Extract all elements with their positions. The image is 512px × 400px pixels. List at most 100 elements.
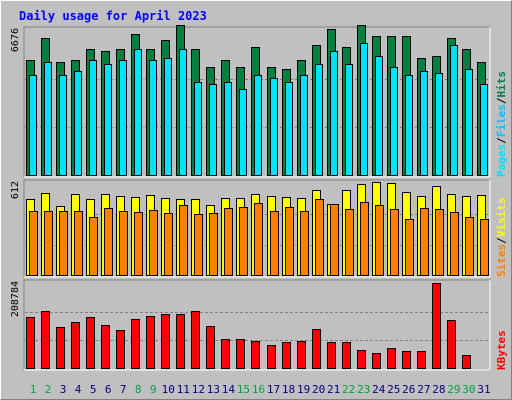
bar-sites-day-5	[89, 217, 98, 276]
bar-sites-day-26	[405, 219, 414, 276]
bar-kbytes-day-20	[312, 329, 321, 369]
bar-sites-day-28	[435, 209, 444, 276]
x-tick-label-day-12: 12	[192, 383, 205, 396]
x-tick-label-day-19: 19	[297, 383, 310, 396]
bar-kbytes-day-12	[191, 311, 200, 369]
bar-pages-day-19	[300, 75, 308, 176]
bar-pages-day-12	[194, 82, 202, 176]
bar-kbytes-day-17	[267, 345, 276, 369]
chart-title: Daily usage for April 2023	[19, 9, 207, 23]
x-tick-label-day-1: 1	[30, 383, 37, 396]
chart-panels: 6676Pages/Files/Hits612Sites/Visits20878…	[10, 25, 508, 371]
bar-pages-day-31	[480, 84, 488, 176]
bar-kbytes-day-13	[206, 326, 215, 369]
x-tick-label-day-18: 18	[282, 383, 295, 396]
x-tick-label-day-30: 30	[462, 383, 475, 396]
bar-kbytes-day-14	[221, 339, 230, 369]
bar-sites-day-17	[270, 211, 279, 276]
x-tick-label-day-31: 31	[477, 383, 490, 396]
bar-kbytes-day-8	[131, 319, 140, 369]
x-tick-label-day-10: 10	[162, 383, 175, 396]
bar-sites-day-30	[465, 217, 474, 276]
bar-sites-day-23	[360, 202, 369, 276]
bar-kbytes-day-3	[56, 327, 65, 369]
x-tick-label-day-16: 16	[252, 383, 265, 396]
y-max-label-hits-files-pages: 6676	[10, 28, 21, 52]
legend-separator: /	[495, 137, 508, 144]
legend-hits-files-pages: Pages/Files/Hits	[495, 71, 508, 177]
x-tick-label-day-11: 11	[177, 383, 190, 396]
legend-entry-pages: Pages	[495, 144, 508, 177]
x-tick-label-day-27: 27	[417, 383, 430, 396]
bar-pages-day-16	[254, 75, 262, 176]
legend-entry-kbytes: KBytes	[495, 330, 508, 370]
bar-kbytes-day-25	[387, 348, 396, 369]
bar-pages-day-2	[44, 62, 52, 176]
bar-pages-day-8	[134, 49, 142, 176]
bar-pages-day-3	[59, 75, 67, 176]
x-tick-label-day-25: 25	[387, 383, 400, 396]
bar-sites-day-27	[420, 208, 429, 276]
bar-kbytes-day-4	[71, 322, 80, 369]
x-tick-label-day-24: 24	[372, 383, 386, 396]
bar-kbytes-day-10	[161, 314, 170, 369]
bar-pages-day-25	[390, 67, 398, 176]
bar-pages-day-27	[420, 71, 428, 176]
bar-kbytes-day-24	[372, 353, 381, 369]
bar-sites-day-6	[104, 208, 113, 276]
bar-sites-day-8	[134, 212, 143, 276]
bar-kbytes-day-1	[26, 317, 35, 369]
bar-sites-day-2	[44, 211, 53, 276]
bar-kbytes-day-19	[297, 341, 306, 369]
x-tick-label-day-15: 15	[237, 383, 250, 396]
legend-separator: /	[495, 237, 508, 244]
bar-kbytes-day-30	[462, 355, 471, 369]
legend-entry-visits: Visits	[495, 198, 508, 238]
bar-kbytes-day-11	[176, 314, 185, 369]
series-kbytes	[26, 283, 471, 369]
bar-sites-day-31	[480, 219, 489, 276]
bar-kbytes-day-26	[402, 351, 411, 369]
y-max-label-kbytes: 208784	[10, 281, 21, 317]
bar-sites-day-13	[209, 213, 218, 276]
bar-pages-day-6	[104, 64, 112, 176]
bar-pages-day-11	[179, 49, 187, 176]
bar-pages-day-17	[270, 78, 278, 176]
bar-pages-day-1	[29, 75, 37, 176]
x-tick-label-day-3: 3	[60, 383, 67, 396]
bar-sites-day-14	[224, 208, 233, 276]
x-tick-label-day-23: 23	[357, 383, 370, 396]
bar-pages-day-10	[164, 58, 172, 176]
bar-sites-day-18	[285, 207, 294, 276]
bar-kbytes-day-21	[327, 342, 336, 369]
x-tick-label-day-28: 28	[432, 383, 445, 396]
x-tick-label-day-14: 14	[222, 383, 236, 396]
bar-pages-day-30	[465, 69, 473, 176]
bar-sites-day-15	[239, 207, 248, 276]
x-tick-label-day-17: 17	[267, 383, 280, 396]
bar-pages-day-15	[239, 89, 247, 176]
x-tick-label-day-5: 5	[90, 383, 97, 396]
bar-kbytes-day-5	[86, 317, 95, 369]
legend-entry-sites: Sites	[495, 244, 508, 277]
legend-kbytes: KBytes	[495, 330, 508, 370]
bar-sites-day-9	[149, 210, 158, 276]
x-tick-label-day-8: 8	[135, 383, 142, 396]
bar-pages-day-20	[315, 64, 323, 176]
bar-pages-day-9	[149, 60, 157, 176]
x-tick-label-day-29: 29	[447, 383, 460, 396]
bar-pages-day-5	[89, 60, 97, 176]
bar-pages-day-14	[224, 82, 232, 176]
x-tick-label-day-20: 20	[312, 383, 325, 396]
bar-pages-day-23	[360, 43, 368, 176]
bar-kbytes-day-16	[251, 341, 260, 369]
bar-kbytes-day-22	[342, 342, 351, 369]
bar-kbytes-day-6	[101, 325, 110, 369]
bar-sites-day-12	[194, 214, 203, 276]
x-tick-label-day-13: 13	[207, 383, 220, 396]
x-axis-day-labels: 1 2 3 4 5 6 7 8 9 10 11 12 13 14 15 16 17 18 19 20 21 22 23 24 2…	[30, 383, 491, 396]
bar-pages-day-22	[345, 64, 353, 176]
bar-pages-day-18	[285, 82, 293, 176]
